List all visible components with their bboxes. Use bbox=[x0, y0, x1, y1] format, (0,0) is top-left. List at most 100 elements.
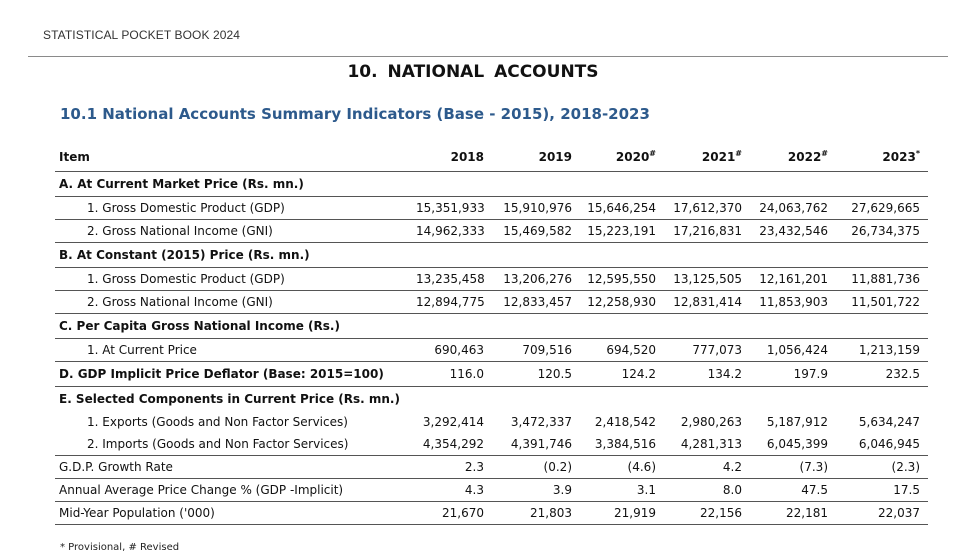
value-cell: 1,213,159 bbox=[836, 338, 928, 362]
section-label: B. At Constant (2015) Price (Rs. mn.) bbox=[55, 242, 928, 268]
value-cell: 124.2 bbox=[580, 361, 664, 387]
value-cell: (2.3) bbox=[836, 455, 928, 479]
table-title: 10.1 National Accounts Summary Indicator… bbox=[60, 105, 650, 123]
section-d-row: D. GDP Implicit Price Deflator (Base: 20… bbox=[55, 361, 928, 387]
value-cell: 232.5 bbox=[836, 361, 928, 387]
value-cell: 694,520 bbox=[580, 338, 664, 362]
value-cell: 22,181 bbox=[750, 501, 836, 525]
column-header-item: Item bbox=[55, 142, 412, 172]
row-label: 1. At Current Price bbox=[55, 338, 412, 362]
table-row: G.D.P. Growth Rate 2.3 (0.2) (4.6) 4.2 (7.3)(… bbox=[55, 455, 928, 479]
value-cell: 15,646,254 bbox=[580, 196, 664, 220]
row-label: Annual Average Price Change % (GDP -Impl… bbox=[55, 478, 412, 502]
value-cell: 12,831,414 bbox=[664, 290, 750, 314]
value-cell: 13,125,505 bbox=[664, 267, 750, 291]
row-label: Mid-Year Population ('000) bbox=[55, 501, 412, 525]
table-row: 1. Gross Domestic Product (GDP) 13,235,45… bbox=[55, 267, 928, 291]
value-cell: (7.3) bbox=[750, 455, 836, 479]
section-label: E. Selected Components in Current Price … bbox=[59, 392, 400, 406]
table-row: 1. Exports (Goods and Non Factor Service… bbox=[55, 411, 928, 433]
column-header-2023: 2023* bbox=[836, 142, 928, 172]
value-cell: 22,156 bbox=[664, 501, 750, 525]
value-cell: (0.2) bbox=[492, 455, 580, 479]
value-cell: 12,258,930 bbox=[580, 290, 664, 314]
section-label: D. GDP Implicit Price Deflator (Base: 20… bbox=[55, 361, 412, 387]
section-label: A. At Current Market Price (Rs. mn.) bbox=[55, 171, 928, 197]
value-cell: 15,223,191 bbox=[580, 219, 664, 243]
column-header-2020: 2020# bbox=[580, 142, 664, 172]
value-cell: 24,063,762 bbox=[750, 196, 836, 220]
value-cell: 27,629,665 bbox=[836, 196, 928, 220]
section-b-header: B. At Constant (2015) Price (Rs. mn.) bbox=[55, 242, 928, 268]
value-cell: 11,881,736 bbox=[836, 267, 928, 291]
row-label: G.D.P. Growth Rate bbox=[55, 455, 412, 479]
value-cell: 2,980,263 bbox=[680, 415, 742, 429]
value-cell: 21,803 bbox=[492, 501, 580, 525]
value-cell: 22,037 bbox=[836, 501, 928, 525]
row-label: 1. Gross Domestic Product (GDP) bbox=[55, 267, 412, 291]
value-cell: 5,187,912 bbox=[766, 415, 828, 429]
row-label: 1. Gross Domestic Product (GDP) bbox=[55, 196, 412, 220]
value-cell: 2.3 bbox=[412, 455, 492, 479]
value-cell: 1,056,424 bbox=[750, 338, 836, 362]
value-cell: (4.6) bbox=[580, 455, 664, 479]
value-cell: 2,418,542 bbox=[594, 415, 656, 429]
value-cell: 8.0 bbox=[664, 478, 750, 502]
value-cell: 12,595,550 bbox=[580, 267, 664, 291]
table-row: 2. Gross National Income (GNI) 14,962,333… bbox=[55, 219, 928, 243]
value-cell: 13,206,276 bbox=[492, 267, 580, 291]
value-cell: 23,432,546 bbox=[750, 219, 836, 243]
value-cell: 116.0 bbox=[412, 361, 492, 387]
table-row: 1. Gross Domestic Product (GDP) 15,351,93… bbox=[55, 196, 928, 220]
table-row: 2. Imports (Goods and Non Factor Service… bbox=[55, 433, 928, 456]
value-cell: 17,612,370 bbox=[664, 196, 750, 220]
value-cell: 120.5 bbox=[492, 361, 580, 387]
value-cell: 197.9 bbox=[750, 361, 836, 387]
table-row: Annual Average Price Change % (GDP -Impl… bbox=[55, 478, 928, 502]
value-cell: 12,894,775 bbox=[412, 290, 492, 314]
value-cell: 17.5 bbox=[836, 478, 928, 502]
table-row: Mid-Year Population ('000) 21,670 21,803 21… bbox=[55, 501, 928, 525]
value-cell: 777,073 bbox=[664, 338, 750, 362]
value-cell: 4,354,292 bbox=[412, 433, 492, 456]
value-cell: 11,853,903 bbox=[750, 290, 836, 314]
value-cell: 26,734,375 bbox=[836, 219, 928, 243]
section-a-header: A. At Current Market Price (Rs. mn.) bbox=[55, 171, 928, 197]
header-rule bbox=[28, 56, 948, 57]
value-cell: 3,292,414 bbox=[422, 415, 484, 429]
value-cell: 12,833,457 bbox=[492, 290, 580, 314]
row-label: 2. Gross National Income (GNI) bbox=[55, 290, 412, 314]
column-header-2018: 2018 bbox=[412, 142, 492, 172]
value-cell: 4.3 bbox=[412, 478, 492, 502]
value-cell: 4,391,746 bbox=[492, 433, 580, 456]
row-label: 2. Imports (Goods and Non Factor Service… bbox=[55, 433, 412, 456]
value-cell: 11,501,722 bbox=[836, 290, 928, 314]
value-cell: 15,469,582 bbox=[492, 219, 580, 243]
column-header-2022: 2022# bbox=[750, 142, 836, 172]
row-label: 1. Exports (Goods and Non Factor Service… bbox=[87, 415, 348, 429]
value-cell: 3.9 bbox=[492, 478, 580, 502]
chapter-title: 10. NATIONAL ACCOUNTS bbox=[347, 62, 599, 82]
book-header: STATISTICAL POCKET BOOK 2024 bbox=[43, 28, 241, 42]
footnote: * Provisional, # Revised bbox=[60, 542, 180, 553]
value-cell: 13,235,458 bbox=[412, 267, 492, 291]
section-label: C. Per Capita Gross National Income (Rs.… bbox=[55, 313, 928, 339]
value-cell: 21,919 bbox=[580, 501, 664, 525]
value-cell: 3,472,337 bbox=[510, 415, 572, 429]
column-header-2019: 2019 bbox=[492, 142, 580, 172]
value-cell: 14,962,333 bbox=[412, 219, 492, 243]
column-header-2021: 2021# bbox=[664, 142, 750, 172]
row-label: 2. Gross National Income (GNI) bbox=[55, 219, 412, 243]
value-cell: 690,463 bbox=[412, 338, 492, 362]
value-cell: 17,216,831 bbox=[664, 219, 750, 243]
value-cell: 47.5 bbox=[750, 478, 836, 502]
value-cell: 709,516 bbox=[492, 338, 580, 362]
section-c-header: C. Per Capita Gross National Income (Rs.… bbox=[55, 313, 928, 339]
table-row: 2. Gross National Income (GNI) 12,894,775… bbox=[55, 290, 928, 314]
value-cell: 12,161,201 bbox=[750, 267, 836, 291]
value-cell: 3,384,516 bbox=[580, 433, 664, 456]
value-cell: 21,670 bbox=[412, 501, 492, 525]
value-cell: 4,281,313 bbox=[664, 433, 750, 456]
national-accounts-table: Item 2018 2019 2020# 2021# 2022# 2023* A… bbox=[55, 142, 928, 525]
value-cell: 15,910,976 bbox=[492, 196, 580, 220]
